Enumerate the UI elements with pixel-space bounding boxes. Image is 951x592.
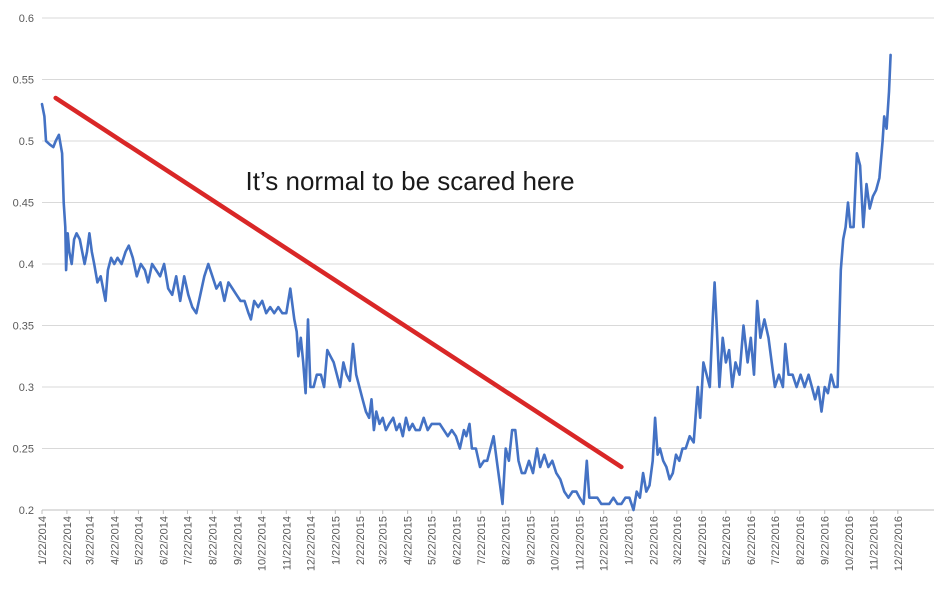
y-tick-label: 0.35	[13, 321, 34, 333]
y-tick-label: 0.3	[19, 382, 34, 394]
x-tick-label: 1/22/2014	[37, 516, 49, 565]
gridlines	[42, 17, 934, 449]
annotation-layer: It’s normal to be scared here	[246, 166, 575, 196]
x-tick-label: 11/22/2014	[281, 516, 293, 570]
x-tick-label: 5/22/2016	[721, 516, 733, 565]
x-tick-label: 2/22/2016	[649, 516, 661, 565]
x-tick-label: 7/22/2014	[182, 516, 194, 565]
x-tick-label: 2/22/2014	[62, 516, 74, 565]
x-tick-label: 1/22/2015	[330, 516, 342, 565]
x-tick-label: 6/22/2016	[746, 516, 758, 565]
y-tick-label: 0.2	[19, 505, 34, 517]
x-tick-label: 3/22/2014	[84, 516, 96, 565]
x-tick-label: 12/22/2014	[305, 516, 317, 571]
x-tick-label: 9/22/2016	[820, 516, 832, 565]
x-tick-label: 8/22/2014	[207, 516, 219, 565]
series-line	[40, 53, 892, 512]
x-tick-label: 3/22/2016	[672, 516, 684, 565]
y-tick-label: 0.5	[19, 136, 34, 148]
x-tick-label: 4/22/2016	[697, 516, 709, 565]
y-tick-label: 0.45	[13, 198, 34, 210]
x-axis: 1/22/2014 2/22/2014 3/22/2014 4/22/2014 5/22…	[37, 509, 934, 571]
x-tick-label: 7/22/2015	[476, 516, 488, 565]
x-tick-label: 9/22/2015	[526, 516, 538, 565]
trend-line	[53, 95, 624, 470]
trend-line-layer	[53, 95, 624, 470]
x-tick-label: 8/22/2016	[795, 516, 807, 565]
x-tick-label: 12/22/2015	[599, 516, 611, 571]
y-tick-label: 0.25	[13, 444, 34, 456]
x-tick-label: 6/22/2014	[158, 516, 170, 565]
x-tick-label: 2/22/2015	[355, 516, 367, 565]
x-tick-label: 4/22/2014	[109, 516, 121, 565]
y-tick-label: 0.6	[19, 13, 34, 25]
x-tick-label: 7/22/2016	[770, 516, 782, 565]
x-tick-label: 6/22/2015	[452, 516, 464, 565]
x-tick-label: 8/22/2015	[501, 516, 513, 565]
y-tick-label: 0.55	[13, 75, 34, 87]
x-tick-label: 10/22/2014	[256, 516, 268, 571]
annotation-text: It’s normal to be scared here	[246, 166, 575, 196]
y-axis-tick-labels: 0.2 0.25 0.3 0.35 0.4 0.45 0.5 0.55 0.6	[13, 13, 34, 517]
y-tick-label: 0.4	[19, 259, 34, 271]
x-tick-label: 11/22/2016	[869, 516, 881, 570]
x-tick-label: 3/22/2015	[378, 516, 390, 565]
x-tick-label: 1/22/2016	[624, 516, 636, 565]
x-tick-label: 5/22/2015	[427, 516, 439, 565]
x-tick-label: 9/22/2014	[232, 516, 244, 565]
series-layer	[40, 53, 892, 512]
x-tick-label: 5/22/2014	[133, 516, 145, 565]
x-tick-label: 11/22/2015	[575, 516, 587, 570]
x-tick-label: 4/22/2015	[403, 516, 415, 565]
x-tick-label: 12/22/2016	[893, 516, 905, 571]
x-tick-label: 10/22/2015	[550, 516, 562, 571]
x-tick-label: 10/22/2016	[844, 516, 856, 571]
